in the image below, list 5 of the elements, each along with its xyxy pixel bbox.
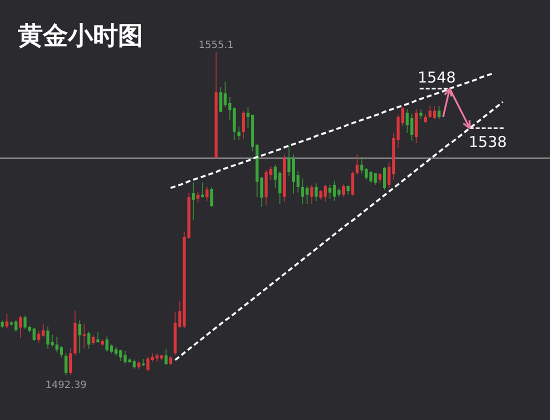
chart-title: 黄金小时图 [17, 21, 143, 50]
annotation: 1548 [418, 68, 456, 87]
annotation: 1555.1 [198, 40, 234, 51]
annotation: 1538 [468, 133, 507, 152]
annotation: 1492.39 [45, 380, 87, 391]
